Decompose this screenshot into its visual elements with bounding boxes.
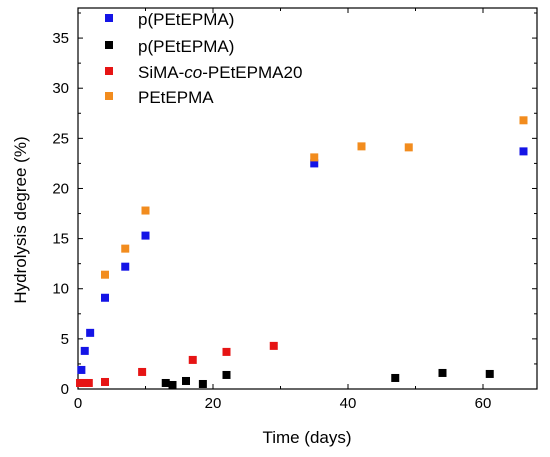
legend-label-series-3-part-3: -PEtEPMA20 [202, 63, 302, 82]
legend: p(PEtEPMA) p(PEtEPMA) SiMA-co-PEtEPMA20 … [105, 10, 302, 107]
marker-series-1-point-7 [310, 159, 319, 168]
marker-series-3-point-5 [138, 367, 147, 376]
y-tick-label: 5 [61, 331, 69, 348]
y-tick-label: 35 [52, 30, 69, 47]
marker-series-2-point-8 [485, 369, 494, 378]
marker-series-4-point-2 [121, 244, 130, 253]
y-axis-title: Hydrolysis degree (%) [11, 136, 30, 303]
plot-frame [77, 7, 538, 390]
marker-series-1-point-1 [77, 365, 86, 374]
marker-series-4-point-3 [141, 206, 150, 215]
marker-series-4-point-4 [310, 153, 319, 162]
legend-marker-series-4 [105, 92, 113, 100]
legend-label-series-4: PEtEPMA [138, 88, 214, 107]
marker-series-2-point-4 [198, 379, 207, 388]
ticks: 0 20 40 60 0 5 10 15 20 25 30 35 [52, 8, 537, 412]
legend-label-series-1: p(PEtEPMA) [138, 10, 234, 29]
marker-series-2-point-7 [438, 368, 447, 377]
y-tick-label: 0 [61, 381, 69, 398]
x-axis-title: Time (days) [262, 428, 351, 447]
marker-series-3-point-6 [188, 355, 197, 364]
y-tick-label: 15 [52, 231, 69, 248]
y-tick-label: 10 [52, 281, 69, 298]
marker-series-4-point-5 [357, 142, 366, 151]
marker-series-3-point-3 [84, 378, 93, 387]
axes [77, 7, 538, 390]
x-tick-label: 0 [74, 395, 82, 412]
marker-series-3-point-7 [222, 347, 231, 356]
legend-marker-series-1 [105, 14, 113, 22]
legend-marker-series-3 [105, 67, 113, 75]
marker-series-2-point-3 [182, 376, 190, 385]
marker-series-4-point-7 [519, 116, 528, 125]
legend-label-series-3-part-2: co [184, 63, 202, 82]
x-tick-label: 20 [205, 395, 222, 412]
legend-label-series-3: SiMA-co-PEtEPMA20 [138, 63, 302, 82]
marker-series-3-point-4 [101, 377, 109, 386]
x-tick-label: 40 [340, 395, 357, 412]
marker-series-2-point-6 [391, 373, 400, 382]
marker-series-3-point-8 [269, 341, 278, 350]
marker-series-3-point-1 [76, 378, 85, 387]
legend-label-series-3-part-1: SiMA- [138, 63, 184, 82]
marker-series-1-point-4 [101, 293, 109, 302]
marker-series-1-point-6 [141, 231, 150, 240]
x-tick-label: 60 [475, 395, 492, 412]
marker-series-1-point-8 [519, 147, 528, 156]
marker-series-1-point-3 [86, 328, 95, 337]
marker-series-4-point-1 [101, 270, 109, 279]
marker-series-3-point-2 [80, 378, 89, 387]
legend-label-series-2: p(PEtEPMA) [138, 37, 234, 56]
marker-series-2-point-5 [222, 370, 231, 379]
marker-series-1-point-5 [121, 262, 130, 271]
legend-marker-series-2 [105, 41, 113, 49]
y-tick-label: 20 [52, 180, 69, 197]
marker-series-4-point-6 [404, 143, 413, 152]
marker-series-1-point-2 [80, 346, 89, 355]
data-markers [76, 116, 528, 389]
marker-series-2-point-1 [161, 378, 170, 387]
y-tick-label: 25 [52, 130, 69, 147]
y-tick-label: 30 [52, 80, 69, 97]
marker-series-2-point-2 [168, 380, 177, 389]
